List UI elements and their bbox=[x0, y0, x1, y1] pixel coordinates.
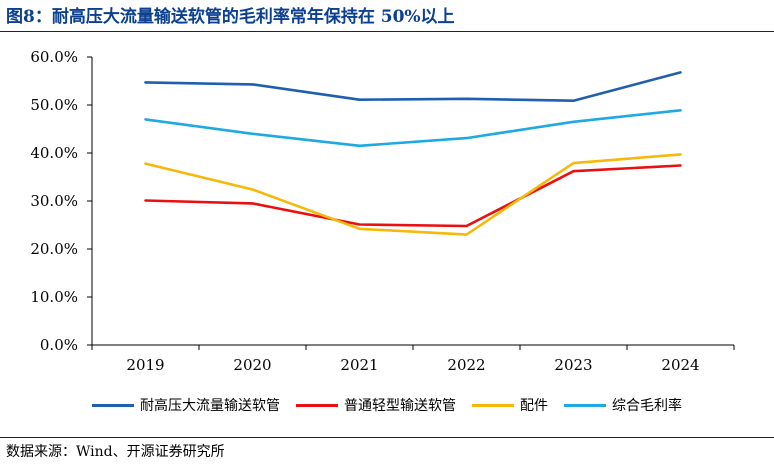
y-tick-label: 30.0% bbox=[30, 192, 78, 210]
x-tick-label: 2020 bbox=[233, 356, 271, 374]
series-line-1 bbox=[144, 71, 682, 102]
y-tick-label: 10.0% bbox=[30, 288, 78, 306]
line-chart: 0.0% 10.0% 20.0% 30.0% 40.0% 50.0% 60.0% 2019 20… bbox=[30, 48, 735, 374]
series-line-3 bbox=[144, 153, 682, 236]
series-layer bbox=[144, 71, 682, 236]
legend-swatch bbox=[296, 403, 338, 407]
legend-swatch bbox=[92, 403, 134, 407]
series-line-4 bbox=[144, 109, 682, 148]
legend-label: 耐高压大流量输送软管 bbox=[140, 398, 280, 414]
chart-axes: 0.0% 10.0% 20.0% 30.0% 40.0% 50.0% 60.0% 2019 20… bbox=[30, 48, 735, 374]
x-tick-label: 2019 bbox=[126, 356, 164, 374]
legend-item-3: 配件 bbox=[472, 395, 548, 415]
chart-title: 图8：耐高压大流量输送软管的毛利率常年保持在 50%以上 bbox=[6, 7, 455, 27]
x-tick-label: 2022 bbox=[447, 356, 485, 374]
series-line-2 bbox=[144, 164, 682, 228]
y-tick-label: 20.0% bbox=[30, 240, 78, 258]
legend-swatch bbox=[564, 403, 606, 407]
x-tick-label: 2023 bbox=[554, 356, 592, 374]
x-tick-label: 2021 bbox=[340, 356, 378, 374]
y-tick-label: 0.0% bbox=[40, 336, 78, 354]
legend-item-4: 综合毛利率 bbox=[564, 395, 682, 415]
y-tick-label: 60.0% bbox=[30, 48, 78, 66]
legend-item-2: 普通轻型输送软管 bbox=[296, 395, 456, 415]
chart-legend: 耐高压大流量输送软管 普通轻型输送软管 配件 综合毛利率 bbox=[0, 393, 774, 417]
legend-swatch bbox=[472, 403, 514, 407]
legend-label: 普通轻型输送软管 bbox=[344, 398, 456, 414]
y-tick-label: 40.0% bbox=[30, 144, 78, 162]
legend-label: 综合毛利率 bbox=[612, 398, 682, 414]
y-tick-label: 50.0% bbox=[30, 96, 78, 114]
footer-divider bbox=[0, 437, 774, 438]
legend-item-1: 耐高压大流量输送软管 bbox=[92, 395, 280, 415]
title-divider bbox=[0, 31, 774, 32]
data-source: 数据来源：Wind、开源证券研究所 bbox=[6, 444, 225, 460]
legend-label: 配件 bbox=[520, 398, 548, 414]
x-tick-label: 2024 bbox=[661, 356, 699, 374]
